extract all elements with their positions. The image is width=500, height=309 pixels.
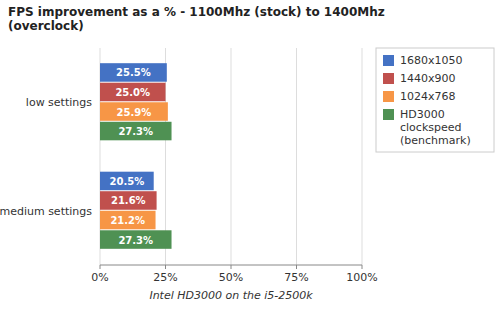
data-label: 25.0% [115,87,150,98]
text-line: (benchmark) [400,134,471,147]
tick-label: 100% [346,271,377,284]
bar [100,102,168,121]
text-line: 1680x1050 [400,54,463,67]
data-label: 25.5% [116,67,151,78]
data-label: 21.2% [110,215,145,226]
bar [100,122,172,141]
bar [100,230,172,249]
legend-swatch [383,91,394,102]
tick-label: 0% [91,271,108,284]
grid-line [362,48,363,265]
legend-label: 1440x900 [400,72,456,85]
tick-mark [296,265,297,269]
title: FPS improvement as a % - 1100Mhz (stock)… [8,5,385,33]
legend-label: HD3000clockspeed(benchmark) [400,108,471,147]
bar [100,211,156,230]
text-line: 1440x900 [400,72,456,85]
tick-mark [165,265,166,269]
grid-line [296,48,297,265]
x-axis-label: Intel HD3000 on the i5-2500k [149,289,313,302]
chart-container: FPS improvement as a % - 1100Mhz (stock)… [0,0,500,309]
legend-label: 1680x1050 [400,54,463,67]
text-line: clockspeed [400,121,461,134]
tick-mark [231,265,232,269]
category-label: medium settings [0,205,92,218]
legend: 1680x1050 1440x900 1024x768 HD3000clockspee… [376,48,494,152]
chart-svg: FPS improvement as a % - 1100Mhz (stock)… [0,0,500,309]
data-label: 25.9% [117,107,152,118]
bars [100,63,172,249]
data-label: 20.5% [110,176,145,187]
legend-frame [376,48,494,152]
legend-swatch [383,109,394,120]
text-line: 1024x768 [400,90,456,103]
bar [100,172,154,191]
tick-label: 75% [284,271,308,284]
legend-swatch [383,55,394,66]
legend-label: 1024x768 [400,90,456,103]
tick-label: 25% [153,271,177,284]
legend-swatch [383,73,394,84]
data-label: 27.3% [118,235,153,246]
tick-mark [100,265,101,269]
category-label: low settings [26,96,92,109]
bar [100,63,167,82]
tick-mark [362,265,363,269]
bar [100,83,166,102]
data-label: 21.6% [111,195,146,206]
data-label: 27.3% [118,126,153,137]
text-line: FPS improvement as a % - 1100Mhz (stock)… [8,5,385,19]
grid-line [231,48,232,265]
text-line: (overclock) [8,19,84,33]
tick-label: 50% [219,271,243,284]
grid [100,48,362,265]
text-line: HD3000 [400,108,445,121]
data-labels: 25.5% 25.0% 25.9% 27.3% 20.5% 21.6% 21.2% 27.3% [110,67,154,245]
x-axis-line [100,265,362,266]
bar [100,191,157,210]
